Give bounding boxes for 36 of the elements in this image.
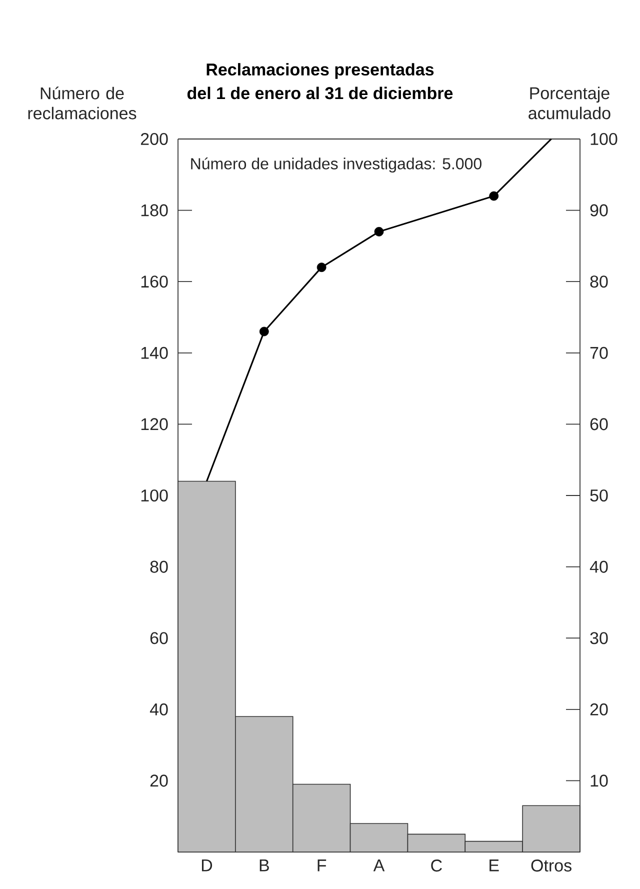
- y2-tick-label: 30: [590, 632, 608, 644]
- x-tick-label: Otros: [531, 860, 572, 872]
- x-tick-label: E: [490, 860, 499, 872]
- y-tick-label: 80: [150, 560, 168, 573]
- y2-tick-label: 90: [590, 204, 608, 216]
- x-tick-label: A: [373, 860, 385, 872]
- y-tick-label: 60: [150, 632, 168, 644]
- y2-tick-label: 10: [590, 774, 608, 787]
- y2-tick-label: 50: [590, 489, 608, 502]
- y-tick-label: 200: [140, 132, 168, 146]
- y2-tick-label: 100: [590, 132, 618, 146]
- y2-tick-label: 70: [590, 346, 608, 359]
- y2-axis-title: Porcentaje acumulado: [528, 86, 610, 120]
- x-tick-label: F: [318, 860, 326, 872]
- annotation: Número de unidades investigadas: 5.000: [191, 157, 482, 173]
- point: [259, 326, 269, 336]
- y-tick-label: 40: [150, 703, 168, 716]
- y2-tick-label: 20: [590, 703, 608, 716]
- y-axis-title: Número de reclamaciones: [28, 86, 136, 120]
- y-tick-label: 20: [150, 774, 168, 787]
- y-tick-label: 140: [141, 346, 168, 359]
- y-tick-label: 160: [141, 276, 168, 288]
- y-tick-label: 180: [141, 204, 168, 216]
- point: [489, 191, 499, 201]
- y2-tick-label: 60: [590, 418, 608, 430]
- y2-tick-label: 40: [590, 560, 608, 573]
- chart-subtitle: del 1 de enero al 31 de diciembre: [187, 86, 453, 100]
- point: [316, 262, 326, 272]
- y2-tick-label: 80: [590, 276, 608, 288]
- chart-title: Reclamaciones presentadas: [206, 63, 434, 79]
- y-tick-label: 100: [141, 489, 168, 502]
- x-tick-label: B: [260, 860, 269, 872]
- x-tick-label: C: [431, 860, 442, 872]
- point: [374, 226, 384, 236]
- y-tick-label: 120: [141, 418, 168, 430]
- x-tick-label: D: [202, 860, 212, 872]
